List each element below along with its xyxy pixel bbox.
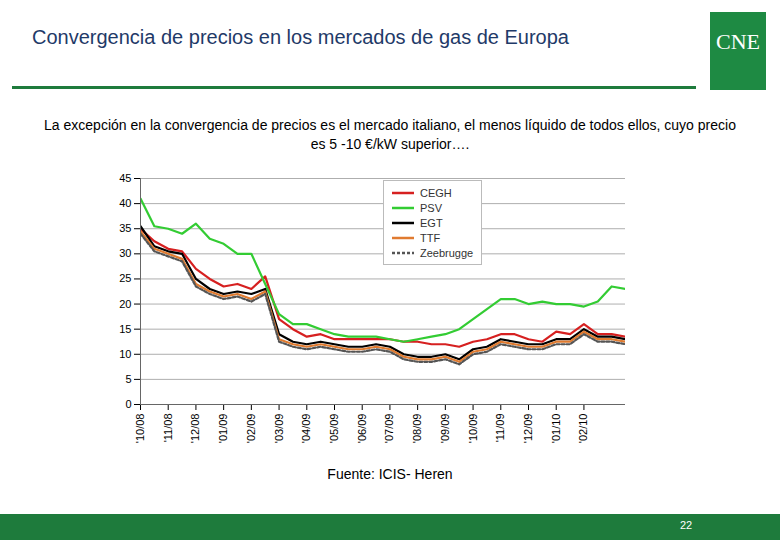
svg-text:15: 15 [119,323,131,335]
svg-text:'05/09: '05/09 [328,414,340,444]
html-text:La excepción en la convergenci: La excepción en la convergencia de preci… [44,117,736,152]
svg-text:20: 20 [119,298,131,310]
svg-text:35: 35 [119,222,131,234]
html-text:TTF: TTF [420,231,441,244]
svg-text:'11/08: '11/08 [162,414,174,443]
svg-text:45: 45 [119,172,131,184]
html-text:Convergencia de precios en los: Convergencia de precios en los mercados … [32,26,569,48]
svg-text:40: 40 [119,197,131,209]
svg-text:'01/10: '01/10 [550,414,562,444]
svg-text:'12/09: '12/09 [522,414,534,444]
html-text:Fuente: ICIS- Heren: Fuente: ICIS- Heren [327,466,453,482]
svg-text:'06/09: '06/09 [356,414,368,444]
svg-text:0: 0 [125,398,131,410]
html-text:22: 22 [680,519,693,531]
svg-text:'03/09: '03/09 [273,414,285,444]
svg-text:'07/09: '07/09 [383,414,395,444]
svg-text:'10/08: '10/08 [134,414,146,444]
html-text:EGT: EGT [420,216,443,229]
svg-text:'04/09: '04/09 [300,414,312,444]
html-text:CEGH: CEGH [420,186,452,199]
svg-text:'01/09: '01/09 [217,414,229,444]
svg-text:'08/09: '08/09 [411,414,423,444]
svg-text:10: 10 [119,348,131,360]
svg-text:'10/09: '10/09 [467,414,479,444]
svg-text:30: 30 [119,247,131,259]
svg-text:'09/09: '09/09 [439,414,451,444]
svg-text:'02/09: '02/09 [245,414,257,444]
svg-text:'11/09: '11/09 [494,414,506,443]
svg-text:'12/08: '12/08 [189,414,201,444]
svg-text:'02/10: '02/10 [577,414,589,444]
svg-text:25: 25 [119,272,131,284]
html-text:PSV: PSV [420,201,442,214]
html-text:Zeebrugge: Zeebrugge [420,246,474,259]
svg-text:5: 5 [125,373,131,385]
html-text:CNE: CNE [716,29,760,54]
